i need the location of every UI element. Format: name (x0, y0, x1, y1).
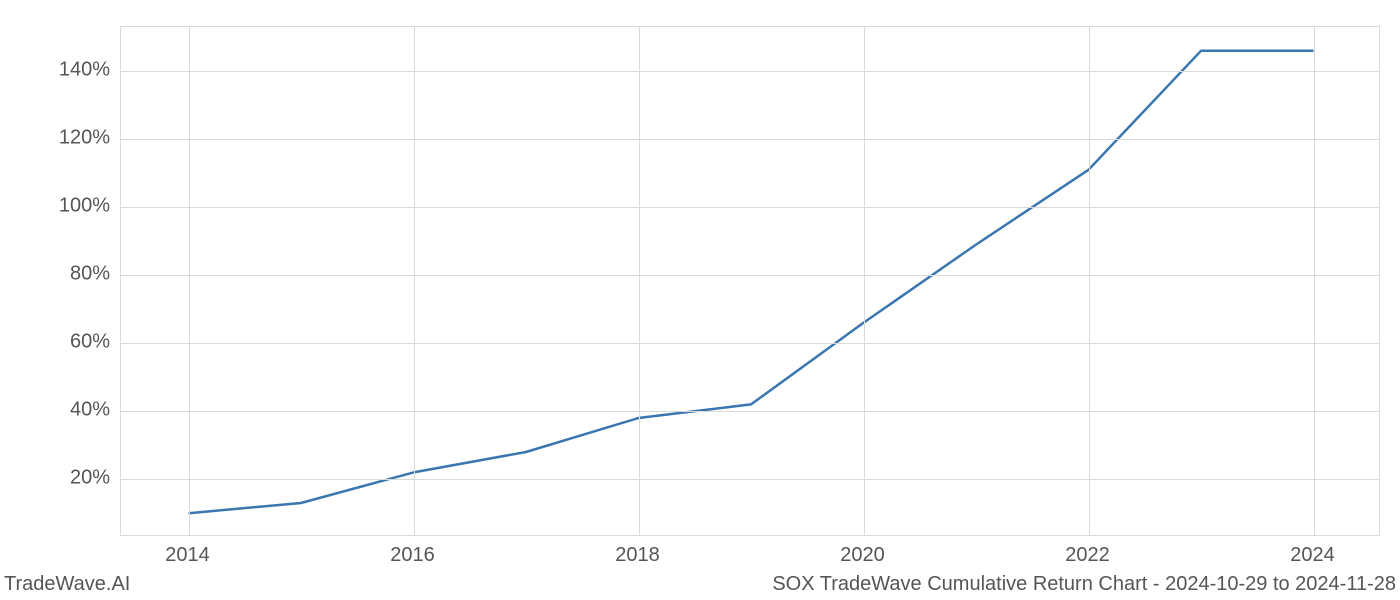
plot-area (120, 26, 1380, 536)
footer-right-label: SOX TradeWave Cumulative Return Chart - … (772, 573, 1396, 596)
grid-line-horizontal (121, 479, 1379, 480)
x-tick-label: 2022 (1065, 544, 1110, 567)
x-tick-label: 2014 (165, 544, 210, 567)
grid-line-vertical (414, 27, 415, 535)
y-tick-label: 120% (50, 127, 110, 150)
y-tick-label: 100% (50, 195, 110, 218)
grid-line-horizontal (121, 275, 1379, 276)
grid-line-horizontal (121, 411, 1379, 412)
x-tick-label: 2024 (1290, 544, 1335, 567)
y-tick-label: 80% (50, 263, 110, 286)
grid-line-vertical (189, 27, 190, 535)
y-tick-label: 60% (50, 331, 110, 354)
x-tick-label: 2016 (390, 544, 435, 567)
x-tick-label: 2018 (615, 544, 660, 567)
grid-line-vertical (1089, 27, 1090, 535)
y-tick-label: 20% (50, 467, 110, 490)
grid-line-horizontal (121, 343, 1379, 344)
grid-line-horizontal (121, 71, 1379, 72)
y-tick-label: 140% (50, 59, 110, 82)
grid-line-horizontal (121, 207, 1379, 208)
line-layer (121, 27, 1381, 537)
grid-line-vertical (639, 27, 640, 535)
grid-line-vertical (1314, 27, 1315, 535)
y-tick-label: 40% (50, 399, 110, 422)
cumulative-return-chart: 20% 40% 60% 80% 100% 120% 140% 2014 2016 2018 202… (0, 0, 1400, 600)
series-line-cumulative_return (189, 51, 1314, 513)
x-tick-label: 2020 (840, 544, 885, 567)
grid-line-horizontal (121, 139, 1379, 140)
grid-line-vertical (864, 27, 865, 535)
footer-left-label: TradeWave.AI (4, 573, 130, 596)
